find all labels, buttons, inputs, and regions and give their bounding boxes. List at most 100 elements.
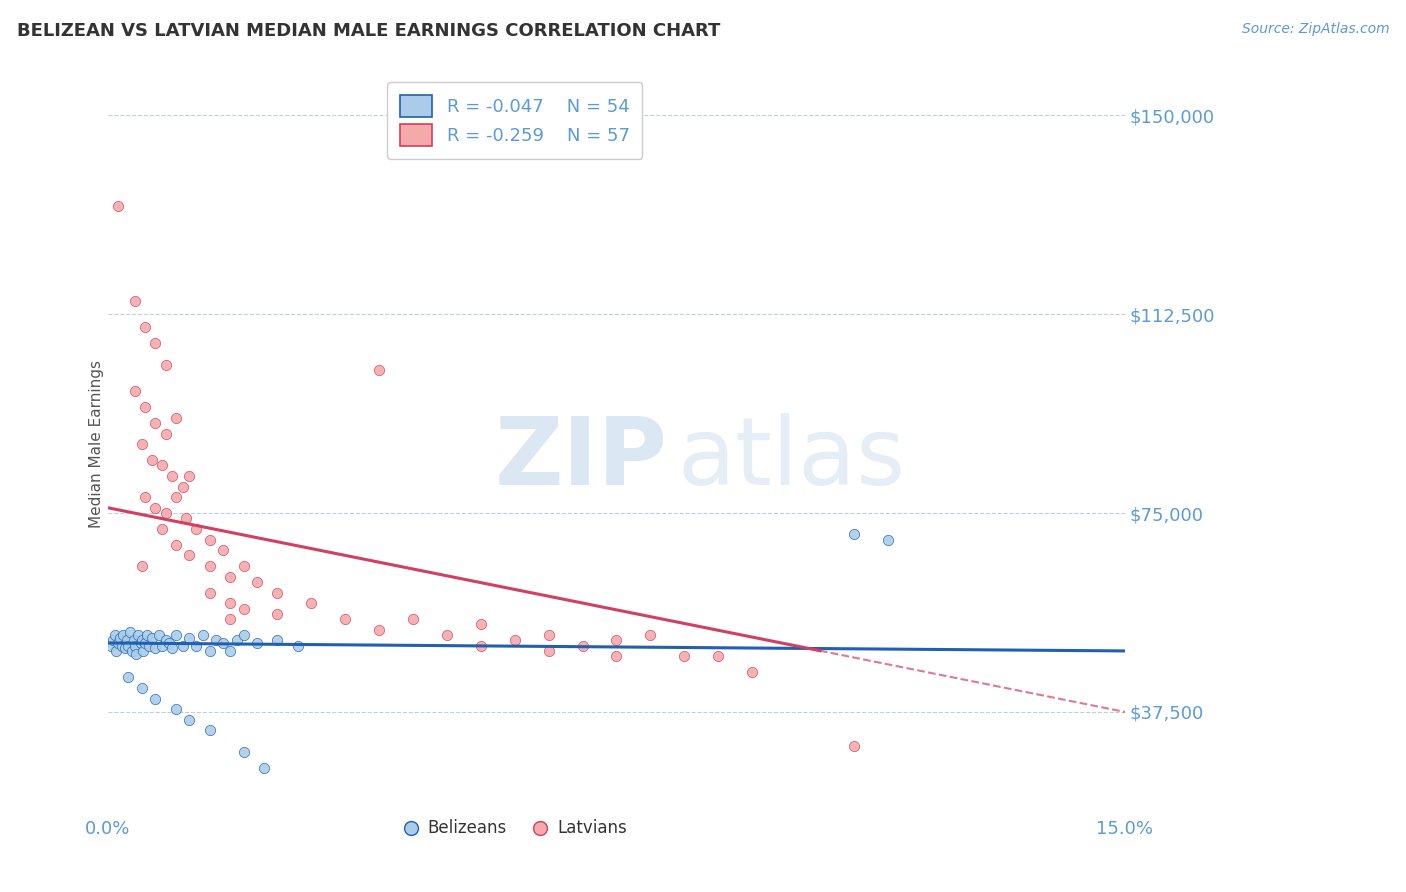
Point	[212, 543, 235, 558]
Point	[232, 601, 254, 615]
Point	[219, 644, 242, 658]
Point	[219, 596, 242, 610]
Point	[232, 745, 254, 759]
Point	[145, 500, 167, 515]
Point	[165, 490, 187, 504]
Point	[266, 607, 288, 621]
Point	[134, 320, 156, 334]
Point	[131, 559, 153, 574]
Point	[368, 623, 391, 637]
Point	[111, 628, 134, 642]
Point	[219, 612, 242, 626]
Y-axis label: Median Male Earnings: Median Male Earnings	[90, 360, 104, 528]
Point	[141, 631, 163, 645]
Point	[114, 641, 136, 656]
Point	[129, 636, 152, 650]
Point	[150, 522, 173, 536]
Point	[571, 639, 593, 653]
Point	[741, 665, 763, 680]
Point	[165, 702, 187, 716]
Point	[219, 570, 242, 584]
Point	[842, 527, 865, 541]
Point	[131, 633, 153, 648]
Point	[174, 511, 197, 525]
Point	[436, 628, 458, 642]
Point	[179, 631, 201, 645]
Point	[104, 628, 127, 642]
Point	[107, 636, 129, 650]
Point	[124, 293, 146, 308]
Point	[128, 628, 150, 642]
Point	[470, 617, 492, 632]
Point	[155, 426, 177, 441]
Point	[145, 691, 167, 706]
Point	[184, 639, 207, 653]
Text: atlas: atlas	[678, 413, 905, 505]
Point	[605, 649, 627, 664]
Point	[191, 628, 214, 642]
Point	[134, 490, 156, 504]
Point	[368, 363, 391, 377]
Point	[266, 633, 288, 648]
Point	[246, 574, 269, 589]
Point	[402, 612, 425, 626]
Point	[145, 641, 167, 656]
Point	[287, 639, 309, 653]
Point	[124, 384, 146, 398]
Point	[179, 713, 201, 727]
Point	[179, 469, 201, 483]
Point	[136, 628, 159, 642]
Legend: Belizeans, Latvians: Belizeans, Latvians	[396, 813, 634, 844]
Text: ZIP: ZIP	[495, 413, 668, 505]
Point	[205, 633, 228, 648]
Point	[155, 506, 177, 520]
Point	[225, 633, 247, 648]
Point	[876, 533, 898, 547]
Point	[172, 639, 194, 653]
Point	[707, 649, 730, 664]
Point	[537, 628, 560, 642]
Point	[107, 198, 129, 212]
Point	[605, 633, 627, 648]
Point	[150, 639, 173, 653]
Point	[198, 533, 221, 547]
Point	[198, 585, 221, 599]
Point	[131, 437, 153, 451]
Point	[165, 628, 187, 642]
Point	[121, 644, 143, 658]
Point	[115, 633, 138, 648]
Point	[212, 636, 235, 650]
Point	[100, 639, 122, 653]
Point	[124, 639, 146, 653]
Point	[132, 644, 155, 658]
Point	[105, 644, 128, 658]
Point	[155, 633, 177, 648]
Text: BELIZEAN VS LATVIAN MEDIAN MALE EARNINGS CORRELATION CHART: BELIZEAN VS LATVIAN MEDIAN MALE EARNINGS…	[17, 22, 720, 40]
Point	[470, 639, 492, 653]
Point	[184, 522, 207, 536]
Point	[110, 639, 132, 653]
Point	[157, 636, 180, 650]
Point	[842, 739, 865, 754]
Point	[134, 636, 156, 650]
Point	[673, 649, 696, 664]
Point	[145, 416, 167, 430]
Point	[141, 453, 163, 467]
Point	[103, 633, 125, 648]
Point	[138, 639, 160, 653]
Point	[125, 647, 148, 661]
Point	[150, 458, 173, 473]
Point	[172, 479, 194, 493]
Point	[198, 644, 221, 658]
Point	[232, 559, 254, 574]
Point	[162, 641, 184, 656]
Point	[537, 644, 560, 658]
Point	[122, 633, 145, 648]
Point	[131, 681, 153, 695]
Point	[117, 639, 139, 653]
Point	[232, 628, 254, 642]
Point	[165, 538, 187, 552]
Point	[162, 469, 184, 483]
Point	[118, 625, 141, 640]
Point	[335, 612, 357, 626]
